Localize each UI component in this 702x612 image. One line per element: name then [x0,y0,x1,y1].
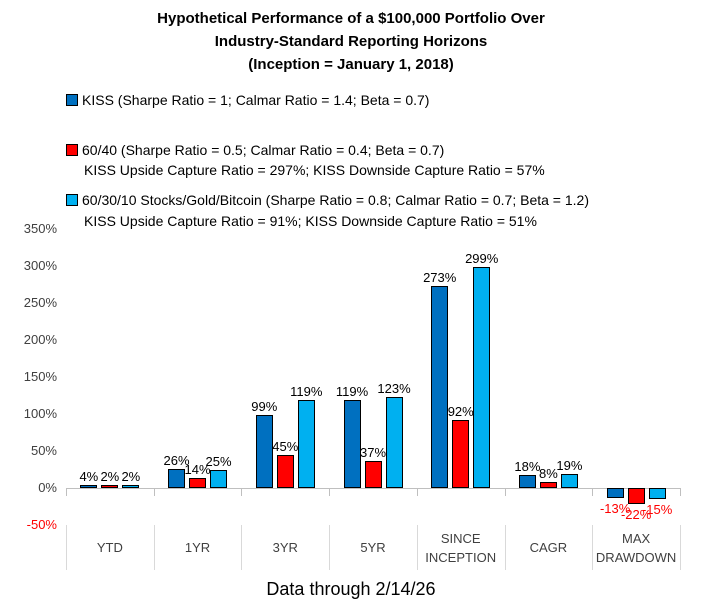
x-axis-tick [153,488,155,496]
category-separator [241,525,243,570]
legend-swatch-6040-icon [66,144,78,156]
y-axis-tick-label: 50% [30,443,57,458]
category-label: 3YR [272,540,298,555]
bar [101,485,119,488]
bar-value-label: 119% [335,383,369,399]
bar-value-label: 26% [163,452,190,468]
bar [648,488,666,500]
chart-title-line-3: (Inception = January 1, 2018) [248,56,454,73]
legend-subline-6040: KISS Upside Capture Ratio = 297%; KISS D… [84,162,545,178]
x-axis-line [66,488,680,489]
bar [80,485,98,488]
category-label: YTD [96,540,123,555]
category-separator [416,525,418,570]
data-through-caption: Data through 2/14/26 [266,579,436,599]
bar [255,414,273,488]
category-label: CAGR [529,540,568,555]
category-label: MAX DRAWDOWN [595,530,677,565]
bar-value-label: 119% [290,383,323,399]
bar [473,266,491,488]
bar [189,477,207,488]
category-label: SINCE INCEPTION [425,530,497,565]
y-axis-tick-label: -50% [26,517,57,532]
bar [606,488,624,498]
x-axis-tick [241,488,243,496]
bar [343,399,361,488]
bar-value-label: 299% [465,250,499,266]
category-separator [592,525,594,570]
chart-title: Hypothetical Performance of a $100,000 P… [0,7,702,76]
bar-value-label: -13% [599,500,631,516]
y-axis-tick-label: 100% [23,406,57,421]
bar [364,460,382,488]
legend-label-6040: 60/40 (Sharpe Ratio = 0.5; Calmar Ratio … [82,142,445,158]
bar-value-label: 2% [121,469,141,484]
bar [452,419,470,488]
bar-value-label: 25% [205,453,232,469]
bar [210,469,228,488]
legend-label-603010: 60/30/10 Stocks/Gold/Bitcoin (Sharpe Rat… [82,192,590,208]
bar [560,473,578,488]
bar-value-label: 2% [100,469,120,484]
category-label: 1YR [184,540,211,555]
y-axis-tick-label: 250% [23,295,57,310]
category-separator [504,525,506,570]
category-separator [66,525,67,570]
legend-swatch-603010-icon [66,194,78,206]
legend-item-kiss: KISS (Sharpe Ratio = 1; Calmar Ratio = 1… [66,90,429,110]
bar [431,285,449,488]
y-axis-tick-label: 200% [23,332,57,347]
chart-title-line-1: Hypothetical Performance of a $100,000 P… [157,10,545,27]
legend-item-6040: 60/40 (Sharpe Ratio = 0.5; Calmar Ratio … [66,140,444,160]
bar-value-label: 8% [539,466,558,482]
bar [297,399,315,488]
category-separator [680,525,681,570]
legend-subline-603010: KISS Upside Capture Ratio = 91%; KISS Do… [84,213,537,229]
bar [385,396,403,488]
y-axis-tick-label: 350% [23,221,57,236]
category-label: 5YR [360,540,386,555]
y-axis-tick-label: 150% [23,369,57,384]
bar-value-label: 18% [514,458,541,474]
bar [276,454,294,488]
x-axis-tick [329,488,331,496]
x-axis-tick [504,488,506,496]
y-axis-tick-label: 300% [23,258,57,273]
bar-value-label: 14% [184,461,211,477]
legend-swatch-kiss-icon [66,94,78,106]
bar [518,474,536,488]
bar-value-label: 99% [251,398,278,414]
chart-title-line-2: Industry-Standard Reporting Horizons [214,33,488,50]
bar-value-label: 4% [79,469,99,484]
x-axis-line-bottom [66,525,680,526]
bar [168,468,186,488]
bar-value-label: 92% [447,403,474,419]
legend-item-603010: 60/30/10 Stocks/Gold/Bitcoin (Sharpe Rat… [66,190,589,210]
x-axis-tick [592,488,594,496]
bar [122,485,140,488]
bar [627,488,645,505]
bar-value-label: -22% [620,507,652,523]
bar-value-label: -15% [641,502,673,518]
bar-value-label: 37% [359,444,387,460]
x-axis-tick [416,488,418,496]
category-separator [329,525,331,570]
category-separator [153,525,155,570]
bar-value-label: 123% [377,380,411,396]
legend-label-kiss: KISS (Sharpe Ratio = 1; Calmar Ratio = 1… [82,92,430,108]
bar-value-label: 273% [423,269,457,285]
y-axis-tick-label: 0% [38,480,57,495]
x-axis-tick [66,488,67,496]
bar-value-label: 45% [272,438,299,454]
bar [539,482,557,488]
bar-value-label: 19% [556,457,583,473]
x-axis-tick [680,488,681,496]
